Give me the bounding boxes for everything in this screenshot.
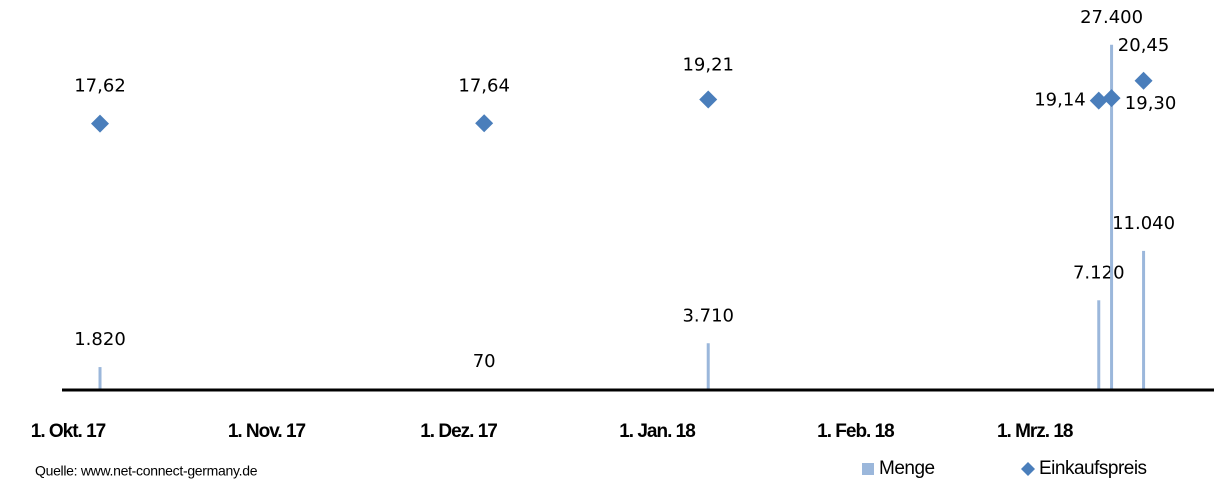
x-tick-label: 1. Jan. 18 [619, 421, 695, 442]
data-label: 70 [473, 351, 496, 372]
legend-label: Menge [879, 458, 935, 479]
data-label: 17,62 [74, 76, 126, 97]
x-tick-label: 1. Feb. 18 [817, 421, 894, 442]
x-tick-label: 1. Okt. 17 [31, 421, 106, 442]
legend-swatch [1021, 462, 1035, 476]
data-label: 19,21 [682, 55, 734, 76]
bar [1110, 44, 1114, 390]
marker [475, 114, 494, 133]
legend-swatch [862, 463, 874, 475]
marker [1102, 89, 1121, 108]
source-note: Quelle: www.net-connect-germany.de [35, 463, 258, 479]
data-label: 1.820 [74, 329, 126, 350]
marker [699, 90, 718, 109]
x-tick-label: 1. Nov. 17 [228, 421, 306, 442]
bar [1142, 250, 1146, 390]
marker [91, 114, 110, 133]
marker [1134, 71, 1153, 90]
data-label: 27.400 [1080, 7, 1143, 28]
data-label: 20,45 [1118, 35, 1170, 56]
data-label: 19,14 [1034, 90, 1086, 111]
data-label: 19,30 [1125, 93, 1177, 114]
bar [706, 343, 710, 390]
legend-label: Einkaufspreis [1039, 458, 1147, 479]
x-tick-label: 1. Mrz. 18 [997, 421, 1073, 442]
data-label: 11.040 [1112, 213, 1175, 234]
marker [1089, 91, 1108, 110]
data-label: 17,64 [458, 75, 510, 96]
data-label: 3.710 [682, 305, 734, 326]
bar [98, 367, 102, 390]
bar [1097, 300, 1101, 390]
x-tick-label: 1. Dez. 17 [420, 421, 497, 442]
data-label: 7.120 [1073, 262, 1125, 283]
